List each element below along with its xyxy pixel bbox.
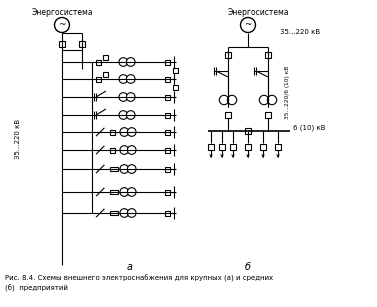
Circle shape — [227, 95, 237, 105]
Bar — [109, 130, 115, 134]
Bar — [260, 144, 266, 150]
Bar — [164, 166, 170, 172]
Bar — [110, 190, 118, 194]
Circle shape — [120, 165, 129, 173]
Bar — [164, 189, 170, 195]
Circle shape — [55, 17, 69, 33]
Bar — [230, 144, 236, 150]
Circle shape — [120, 188, 129, 196]
Bar — [79, 41, 85, 47]
Bar — [245, 128, 251, 134]
Bar — [164, 211, 170, 216]
Bar — [110, 211, 118, 215]
Circle shape — [127, 146, 136, 154]
Circle shape — [126, 111, 135, 119]
Bar — [103, 55, 107, 60]
Bar — [95, 60, 101, 64]
Circle shape — [126, 58, 135, 66]
Bar — [173, 68, 178, 72]
Text: б: б — [245, 262, 251, 272]
Bar — [110, 167, 118, 171]
Text: ~: ~ — [58, 21, 66, 29]
Bar — [164, 112, 170, 118]
Circle shape — [126, 93, 135, 101]
Bar — [164, 60, 170, 64]
Text: 35...220 кВ: 35...220 кВ — [280, 29, 320, 35]
Text: Рис. 8.4. Схемы внешнего электроснабжения для крупных (а) и средних: Рис. 8.4. Схемы внешнего электроснабжени… — [5, 275, 273, 282]
Bar — [225, 52, 231, 58]
Circle shape — [127, 165, 136, 173]
Circle shape — [241, 17, 256, 33]
Bar — [109, 147, 115, 153]
Bar — [225, 112, 231, 118]
Bar — [265, 112, 271, 118]
Text: ~: ~ — [244, 21, 252, 29]
Bar — [164, 76, 170, 81]
Circle shape — [127, 188, 136, 196]
Bar — [164, 95, 170, 99]
Bar — [265, 52, 271, 58]
Circle shape — [267, 95, 277, 105]
Text: а: а — [127, 262, 133, 272]
Circle shape — [119, 75, 127, 83]
Circle shape — [120, 128, 129, 136]
Bar — [95, 76, 101, 81]
Bar — [245, 144, 251, 150]
Bar — [164, 130, 170, 134]
Circle shape — [219, 95, 228, 105]
Bar — [208, 144, 214, 150]
Text: (б)  предприятий: (б) предприятий — [5, 285, 68, 292]
Bar — [164, 147, 170, 153]
Circle shape — [127, 128, 136, 136]
Circle shape — [127, 209, 136, 217]
Text: 35...220/6 (10) кВ: 35...220/6 (10) кВ — [285, 65, 290, 119]
Bar — [59, 41, 65, 47]
Circle shape — [126, 75, 135, 83]
Text: 6 (10) кВ: 6 (10) кВ — [293, 125, 325, 131]
Circle shape — [120, 209, 129, 217]
Circle shape — [119, 111, 127, 119]
Circle shape — [119, 93, 127, 101]
Circle shape — [119, 58, 127, 66]
Text: Энергосистема: Энергосистема — [227, 8, 289, 17]
Circle shape — [259, 95, 269, 105]
Circle shape — [120, 146, 129, 154]
Bar — [275, 144, 281, 150]
Bar — [103, 72, 107, 76]
Text: 35...220 кВ: 35...220 кВ — [15, 119, 21, 159]
Bar — [219, 144, 225, 150]
Text: Энергосистема: Энергосистема — [31, 8, 93, 17]
Bar — [173, 84, 178, 90]
